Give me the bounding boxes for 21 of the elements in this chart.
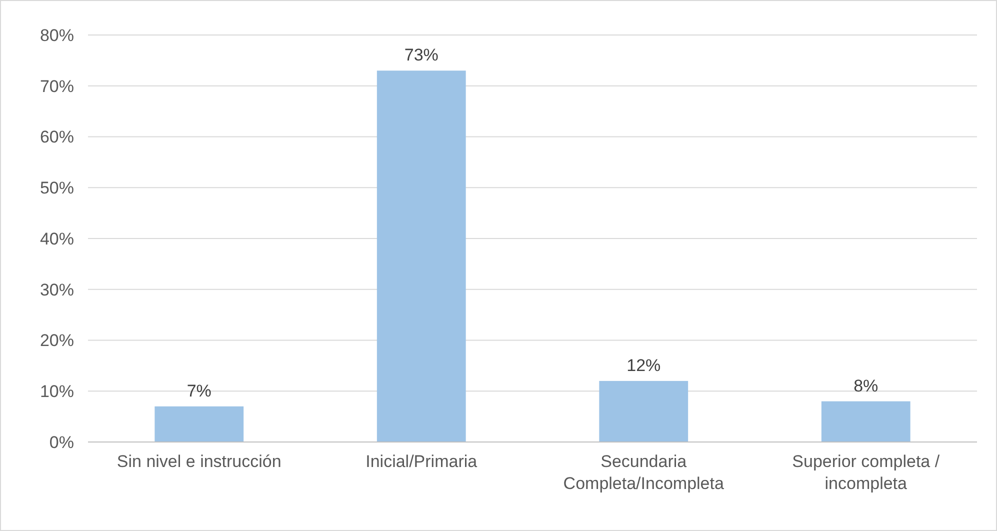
y-tick-label: 80%: [40, 26, 74, 45]
y-tick-label: 40%: [40, 229, 74, 248]
y-tick-label: 20%: [40, 331, 74, 350]
y-tick-label: 10%: [40, 382, 74, 402]
x-tick-label: Secundaria Completa/Incompleta: [563, 452, 724, 493]
bar: [599, 380, 688, 442]
y-tick-label: 50%: [40, 178, 74, 198]
bar: [154, 406, 244, 442]
bar: [376, 70, 466, 442]
x-tick-label: Sin nivel e instrucción: [116, 452, 282, 471]
data-label: 12%: [626, 356, 661, 375]
x-tick-label: Superior completa / incompleta: [792, 452, 940, 493]
data-label: 73%: [404, 46, 438, 65]
y-tick-label: 0%: [49, 432, 74, 452]
data-label: 7%: [186, 381, 212, 400]
y-tick-label: 30%: [40, 280, 74, 300]
x-tick-label: Inicial/Primaria: [366, 452, 478, 471]
y-tick-label: 70%: [40, 76, 74, 96]
y-tick-label: 60%: [40, 128, 74, 147]
bar: [821, 401, 910, 442]
data-label: 8%: [854, 376, 878, 396]
